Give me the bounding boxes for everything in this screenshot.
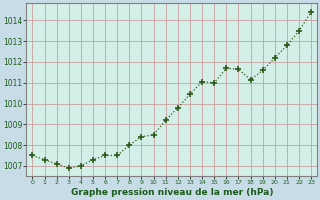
X-axis label: Graphe pression niveau de la mer (hPa): Graphe pression niveau de la mer (hPa) — [70, 188, 273, 197]
